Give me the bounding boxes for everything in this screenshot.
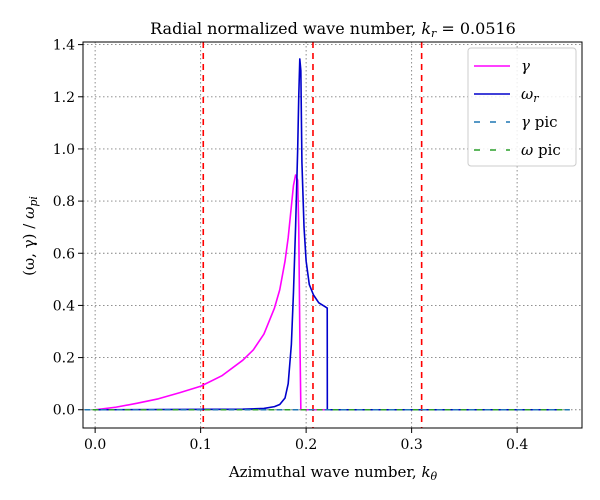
y-tick-label-5: 1.0 <box>53 142 75 158</box>
x-axis-title: Azimuthal wave number, kθ <box>228 463 438 483</box>
legend-label-gamma-pic: γ pic <box>521 113 558 131</box>
chart-title-suffix: = 0.0516 <box>436 19 516 38</box>
x-axis-title-symbol: k <box>421 463 430 481</box>
y-tick-label-3: 0.6 <box>53 246 75 262</box>
y-tick-label-0: 0.0 <box>53 403 75 419</box>
series-line-gamma <box>95 174 560 411</box>
legend-label-gamma: γ <box>521 57 530 75</box>
legend-item-gamma: γ <box>474 57 530 75</box>
legend: γ ωr γ pic ω pic <box>467 47 577 167</box>
y-tick-label-7: 1.4 <box>53 38 75 54</box>
series-line-omega-r <box>95 58 560 411</box>
y-axis-title: (ω, γ) / ωpi <box>20 196 40 276</box>
legend-item-gamma-pic: γ pic <box>474 113 558 131</box>
chart-title-subscript: r <box>431 27 437 40</box>
y-tick-label-2: 0.4 <box>53 298 75 314</box>
x-axis-title-prefix: Azimuthal wave number, <box>228 463 422 481</box>
x-axis-title-subscript: θ <box>431 470 438 483</box>
y-tick-label-6: 1.2 <box>53 90 75 106</box>
x-tick-label-1: 0.1 <box>189 437 211 453</box>
series-layer <box>84 58 570 411</box>
legend-item-omega-r: ωr <box>474 85 539 105</box>
x-tick-label-3: 0.3 <box>400 437 422 453</box>
x-tick-label-0: 0.0 <box>84 437 106 453</box>
y-axis-title-symbol: ω <box>20 207 38 219</box>
y-axis-title-prefix: (ω, γ) / <box>20 219 38 276</box>
y-tick-label-4: 0.8 <box>53 194 75 210</box>
ticks: 0.0 0.1 0.2 0.3 0.4 0.0 0.2 0.4 0.6 0.8 1.0 1.2 1.4 <box>53 38 529 453</box>
x-tick-label-4: 0.4 <box>506 437 528 453</box>
legend-label-omega-pic: ω pic <box>521 141 561 159</box>
y-axis-title-subscript: pi <box>27 196 40 207</box>
legend-item-omega-pic: ω pic <box>474 141 561 159</box>
y-tick-label-1: 0.2 <box>53 351 75 367</box>
chart-title-symbol: k <box>421 19 431 38</box>
reference-lines <box>202 42 423 428</box>
x-tick-label-2: 0.2 <box>295 437 317 453</box>
plot-frame <box>82 41 583 429</box>
legend-box <box>467 47 577 167</box>
chart-title-prefix: Radial normalized wave number, <box>150 19 421 38</box>
legend-label-omega-r: ωr <box>521 85 539 105</box>
chart-title: Radial normalized wave number, kr = 0.05… <box>150 19 516 40</box>
